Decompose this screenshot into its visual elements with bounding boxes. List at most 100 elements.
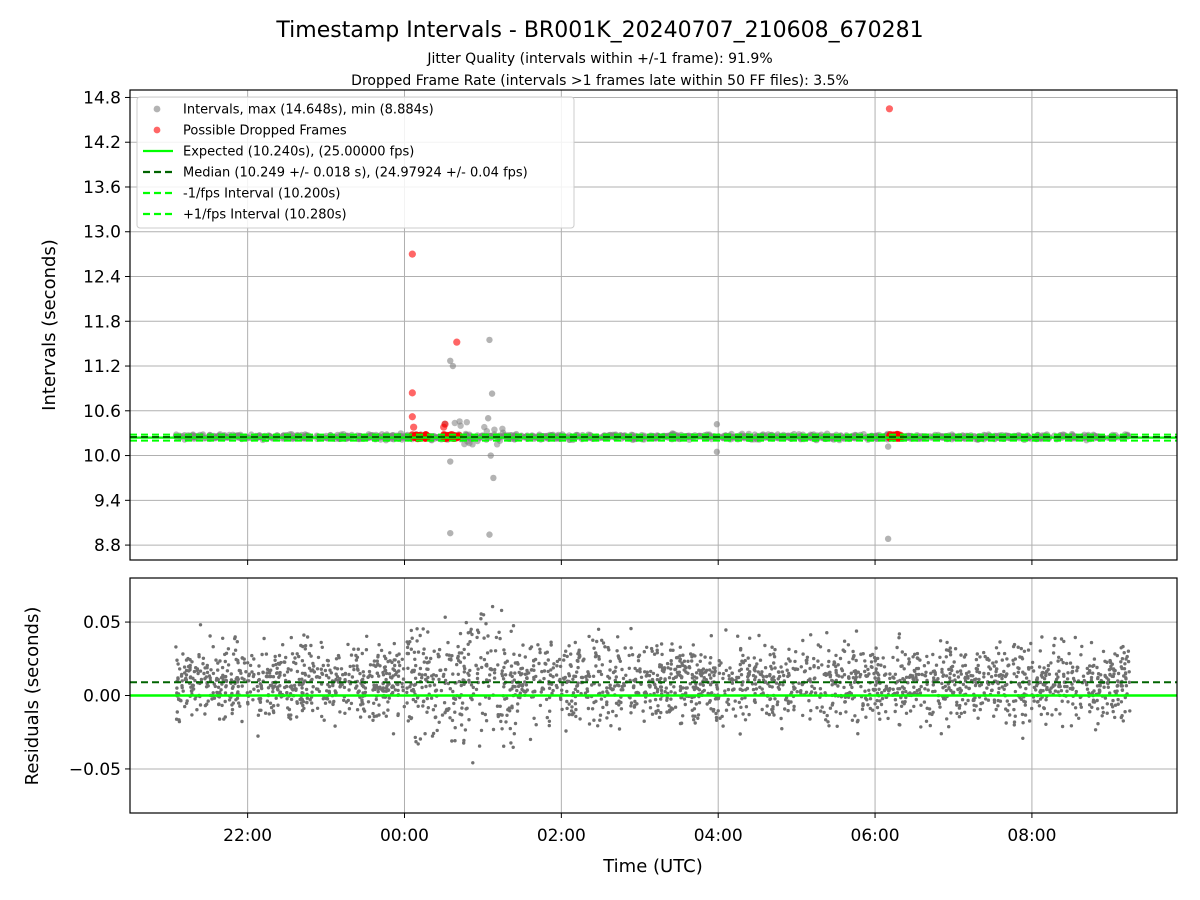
residual-point: [251, 698, 255, 702]
residual-point: [1003, 683, 1007, 688]
residual-point: [902, 686, 906, 691]
residual-point: [1105, 660, 1109, 664]
residual-point: [287, 715, 291, 719]
residual-point: [500, 727, 504, 731]
residual-point: [354, 658, 359, 662]
residual-point: [255, 684, 259, 689]
residual-point: [881, 656, 885, 660]
residual-point: [812, 664, 816, 668]
residual-point: [900, 700, 905, 704]
residual-point: [639, 682, 643, 686]
residual-point: [756, 670, 760, 674]
residual-point: [931, 683, 935, 687]
residual-point: [760, 687, 764, 691]
residual-point: [605, 716, 609, 720]
residual-point: [276, 688, 280, 692]
residual-point: [1007, 703, 1011, 707]
residual-point: [1018, 685, 1022, 689]
residual-point: [511, 624, 516, 628]
residual-point: [421, 699, 426, 704]
residual-point: [940, 670, 944, 674]
residual-point: [891, 655, 895, 660]
residual-point: [694, 671, 699, 675]
residual-point: [301, 691, 305, 695]
residual-point: [732, 687, 736, 691]
residual-point: [653, 697, 658, 702]
residual-point: [328, 700, 332, 704]
residuals-points: [174, 604, 1132, 765]
residual-point: [428, 684, 432, 688]
residual-point: [1000, 676, 1004, 681]
residual-point: [532, 675, 536, 680]
residual-point: [542, 676, 546, 681]
legend-label: Intervals, max (14.648s), min (8.884s): [183, 103, 434, 118]
residual-point: [374, 697, 378, 702]
residual-point: [293, 687, 297, 691]
residual-point: [858, 672, 863, 677]
residual-point: [738, 687, 743, 691]
interval-point: [818, 431, 825, 438]
residual-point: [974, 657, 979, 662]
residual-point: [908, 691, 912, 695]
residual-point: [388, 675, 393, 679]
residual-point: [1050, 713, 1054, 717]
residual-point: [804, 690, 809, 694]
residual-point: [548, 673, 553, 677]
residual-point: [760, 707, 764, 712]
residual-point: [924, 719, 929, 723]
residual-point: [836, 663, 840, 667]
residual-point: [1060, 699, 1064, 703]
residual-point: [347, 672, 351, 677]
residual-point: [525, 668, 529, 673]
dropped-frame-point: [885, 105, 894, 113]
residual-point: [655, 651, 659, 655]
residual-point: [630, 653, 635, 657]
residual-point: [859, 684, 863, 689]
residual-point: [500, 669, 504, 673]
residual-point: [293, 656, 297, 660]
residual-point: [1029, 641, 1033, 646]
residual-point: [1089, 678, 1094, 682]
residual-point: [740, 697, 744, 701]
residual-point: [361, 670, 365, 674]
residual-point: [669, 659, 673, 663]
residual-point: [452, 701, 456, 706]
residual-point: [267, 712, 271, 716]
residual-point: [492, 676, 497, 680]
residual-point: [555, 685, 559, 690]
residual-point: [823, 691, 827, 695]
residual-point: [426, 630, 430, 634]
residual-point: [284, 678, 288, 683]
residual-point: [1051, 651, 1056, 655]
residual-point: [585, 687, 589, 691]
residual-point: [300, 683, 304, 687]
residual-point: [746, 656, 750, 660]
residual-point: [1004, 721, 1008, 725]
interval-outlier-point: [447, 458, 454, 465]
residual-point: [632, 705, 637, 709]
residual-point: [721, 724, 725, 728]
residual-point: [826, 664, 830, 668]
residual-point: [391, 732, 396, 736]
residual-point: [305, 700, 309, 705]
residual-point: [807, 699, 811, 703]
residual-point: [605, 702, 609, 707]
residual-point: [998, 640, 1002, 644]
residual-point: [959, 711, 963, 716]
residual-point: [418, 633, 422, 638]
residual-point: [1044, 671, 1048, 676]
residual-point: [1106, 678, 1111, 682]
interval-outlier-point: [486, 531, 493, 538]
residual-point: [386, 688, 391, 692]
residual-point: [512, 652, 516, 656]
residual-point: [367, 715, 372, 719]
residual-point: [717, 671, 722, 675]
residual-point: [471, 761, 475, 765]
residual-point: [631, 685, 636, 689]
residual-point: [523, 672, 528, 676]
intervals-y-tick-label: 13.6: [83, 178, 121, 198]
residual-point: [1096, 672, 1101, 676]
residual-point: [590, 683, 594, 687]
residual-point: [727, 702, 731, 707]
residual-point: [1120, 657, 1125, 661]
